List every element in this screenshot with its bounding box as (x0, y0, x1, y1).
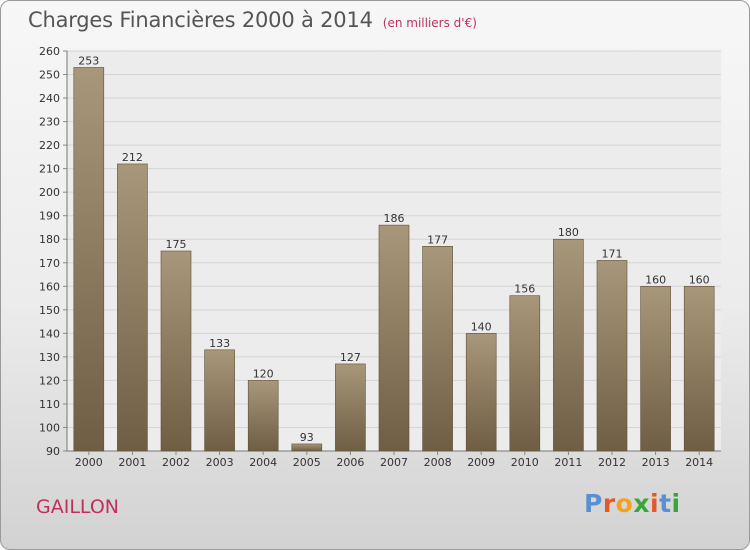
bar (117, 163, 148, 452)
bar-value-label: 160 (645, 273, 666, 286)
bar (465, 333, 497, 452)
x-tick-label: 2003 (206, 456, 234, 469)
y-tick-label: 100 (39, 421, 60, 434)
x-tick-label: 2004 (249, 456, 277, 469)
bar (553, 238, 584, 452)
bar (291, 443, 323, 452)
logo-letter: r (602, 489, 616, 518)
proxiti-logo: Proxiti (584, 489, 681, 518)
city-name: GAILLON (36, 496, 119, 518)
bar (247, 380, 279, 452)
title-text: Charges Financières 2000 à 2014 (28, 8, 373, 32)
bar-value-label: 160 (689, 273, 710, 286)
bar (378, 224, 410, 452)
y-tick-label: 120 (39, 374, 60, 387)
x-tick-label: 2014 (685, 456, 713, 469)
x-tick-label: 2008 (424, 456, 452, 469)
bar-value-label: 93 (300, 431, 314, 444)
bar-value-label: 186 (384, 212, 405, 225)
bar (509, 295, 541, 452)
y-tick-label: 150 (39, 304, 60, 317)
bar (683, 285, 715, 452)
bar-value-label: 127 (340, 351, 361, 364)
y-tick-label: 220 (39, 139, 60, 152)
y-tick-label: 90 (46, 445, 60, 458)
bar-value-label: 253 (78, 54, 99, 67)
y-tick-label: 250 (39, 69, 60, 82)
chart-subtitle: (en milliers d'€) (382, 16, 477, 30)
logo-letter: o (615, 489, 634, 518)
bar-value-label: 171 (602, 247, 623, 260)
x-tick-label: 2005 (293, 456, 321, 469)
bar-value-label: 133 (209, 337, 230, 350)
x-tick-label: 2013 (642, 456, 670, 469)
logo-letter: x (633, 489, 650, 518)
x-tick-label: 2012 (598, 456, 626, 469)
y-tick-label: 170 (39, 257, 60, 270)
bar-value-label: 120 (253, 367, 274, 380)
bar-value-label: 212 (122, 151, 143, 164)
y-tick-label: 130 (39, 351, 60, 364)
chart-title: Charges Financières 2000 à 2014 (en milli… (28, 8, 477, 32)
bar (335, 363, 366, 452)
y-tick-label: 180 (39, 233, 60, 246)
x-tick-label: 2007 (380, 456, 408, 469)
y-tick-label: 140 (39, 327, 60, 340)
y-tick-label: 110 (39, 398, 60, 411)
bar (596, 260, 628, 452)
x-tick-label: 2010 (511, 456, 539, 469)
logo-letter: t (659, 489, 672, 518)
y-tick-label: 260 (39, 45, 60, 58)
bar-value-label: 156 (514, 283, 535, 296)
bar (204, 349, 235, 452)
logo-letter: P (584, 489, 603, 518)
x-tick-label: 2001 (118, 456, 146, 469)
bar-value-label: 175 (166, 238, 187, 251)
bar-value-label: 180 (558, 226, 579, 239)
x-tick-label: 2000 (75, 456, 103, 469)
y-tick-label: 200 (39, 186, 60, 199)
logo-letter: i (671, 489, 681, 518)
x-tick-label: 2011 (554, 456, 582, 469)
x-tick-label: 2009 (467, 456, 495, 469)
bar (422, 245, 453, 452)
y-tick-label: 230 (39, 116, 60, 129)
x-tick-label: 2006 (336, 456, 364, 469)
y-tick-label: 190 (39, 210, 60, 223)
x-tick-label: 2002 (162, 456, 190, 469)
bar-value-label: 140 (471, 320, 492, 333)
y-tick-label: 210 (39, 163, 60, 176)
bar-value-label: 177 (427, 233, 448, 246)
logo-letter: i (650, 489, 660, 518)
y-tick-label: 160 (39, 280, 60, 293)
bar (73, 67, 105, 452)
y-tick-label: 240 (39, 92, 60, 105)
bar (160, 250, 192, 452)
bar (640, 285, 671, 452)
